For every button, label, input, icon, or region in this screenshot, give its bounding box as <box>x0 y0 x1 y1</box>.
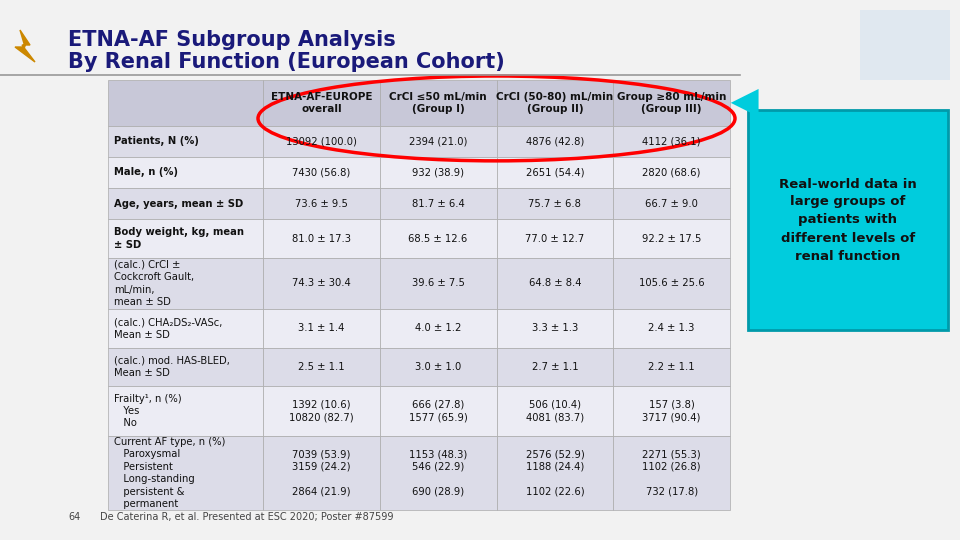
Text: 2651 (54.4): 2651 (54.4) <box>526 167 584 178</box>
Bar <box>380 436 496 510</box>
Text: 7430 (56.8): 7430 (56.8) <box>292 167 350 178</box>
Bar <box>860 10 950 80</box>
Bar <box>108 188 263 219</box>
Text: 39.6 ± 7.5: 39.6 ± 7.5 <box>412 279 465 288</box>
Text: 4876 (42.8): 4876 (42.8) <box>526 136 584 146</box>
Bar <box>613 258 730 309</box>
Text: ETNA-AF Subgroup Analysis: ETNA-AF Subgroup Analysis <box>68 30 396 50</box>
Bar <box>263 258 380 309</box>
Text: 13092 (100.0): 13092 (100.0) <box>286 136 357 146</box>
Text: Patients, N (%): Patients, N (%) <box>114 136 199 146</box>
Text: 81.0 ± 17.3: 81.0 ± 17.3 <box>292 234 350 244</box>
Bar <box>108 219 263 258</box>
Text: 4112 (36.1): 4112 (36.1) <box>642 136 701 146</box>
Text: 92.2 ± 17.5: 92.2 ± 17.5 <box>642 234 702 244</box>
Bar <box>613 126 730 157</box>
Bar <box>496 387 613 436</box>
Bar <box>263 188 380 219</box>
Bar <box>613 157 730 188</box>
Text: 105.6 ± 25.6: 105.6 ± 25.6 <box>638 279 705 288</box>
Text: 157 (3.8)
3717 (90.4): 157 (3.8) 3717 (90.4) <box>642 400 701 422</box>
Bar <box>496 436 613 510</box>
Bar <box>380 348 496 387</box>
Bar <box>613 188 730 219</box>
Bar <box>496 219 613 258</box>
Text: 2.4 ± 1.3: 2.4 ± 1.3 <box>648 323 695 333</box>
Bar <box>613 387 730 436</box>
Bar <box>108 258 263 309</box>
Bar <box>496 348 613 387</box>
Text: 66.7 ± 9.0: 66.7 ± 9.0 <box>645 199 698 208</box>
Bar <box>380 309 496 348</box>
Bar <box>108 157 263 188</box>
Bar <box>613 436 730 510</box>
Bar <box>496 126 613 157</box>
Text: 77.0 ± 12.7: 77.0 ± 12.7 <box>525 234 585 244</box>
Text: CrCl (50-80) mL/min
(Group II): CrCl (50-80) mL/min (Group II) <box>496 92 613 114</box>
Bar <box>380 188 496 219</box>
Text: Real-world data in
large groups of
patients with
different levels of
renal funct: Real-world data in large groups of patie… <box>780 178 917 262</box>
Text: 3.3 ± 1.3: 3.3 ± 1.3 <box>532 323 578 333</box>
Text: 2271 (55.3)
1102 (26.8)

732 (17.8): 2271 (55.3) 1102 (26.8) 732 (17.8) <box>642 449 701 496</box>
Text: 2.7 ± 1.1: 2.7 ± 1.1 <box>532 362 578 372</box>
Text: 2820 (68.6): 2820 (68.6) <box>642 167 701 178</box>
Bar <box>496 80 613 126</box>
Bar <box>263 387 380 436</box>
Bar <box>108 126 263 157</box>
Bar <box>613 309 730 348</box>
Text: Group ≥80 mL/min
(Group III): Group ≥80 mL/min (Group III) <box>617 92 727 114</box>
Text: Body weight, kg, mean
± SD: Body weight, kg, mean ± SD <box>114 227 244 250</box>
Bar <box>263 309 380 348</box>
Bar <box>108 387 263 436</box>
Bar <box>748 110 948 330</box>
Polygon shape <box>15 30 35 62</box>
Text: 68.5 ± 12.6: 68.5 ± 12.6 <box>409 234 468 244</box>
Text: (calc.) mod. HAS-BLED,
Mean ± SD: (calc.) mod. HAS-BLED, Mean ± SD <box>114 356 229 378</box>
Bar <box>613 219 730 258</box>
Text: 2.2 ± 1.1: 2.2 ± 1.1 <box>648 362 695 372</box>
Bar <box>613 348 730 387</box>
Text: 3.0 ± 1.0: 3.0 ± 1.0 <box>415 362 461 372</box>
Bar <box>496 309 613 348</box>
Bar <box>380 126 496 157</box>
Text: 75.7 ± 6.8: 75.7 ± 6.8 <box>528 199 582 208</box>
Text: 4.0 ± 1.2: 4.0 ± 1.2 <box>415 323 462 333</box>
Text: 74.3 ± 30.4: 74.3 ± 30.4 <box>292 279 350 288</box>
Text: (calc.) CrCl ±
Cockcroft Gault,
mL/min,
mean ± SD: (calc.) CrCl ± Cockcroft Gault, mL/min, … <box>114 260 194 307</box>
Text: 666 (27.8)
1577 (65.9): 666 (27.8) 1577 (65.9) <box>409 400 468 422</box>
Text: 2.5 ± 1.1: 2.5 ± 1.1 <box>298 362 345 372</box>
Bar <box>496 157 613 188</box>
Text: 64: 64 <box>68 512 81 522</box>
Text: 64.8 ± 8.4: 64.8 ± 8.4 <box>529 279 581 288</box>
Text: 73.6 ± 9.5: 73.6 ± 9.5 <box>295 199 348 208</box>
Bar <box>108 436 263 510</box>
Bar <box>108 309 263 348</box>
Text: 81.7 ± 6.4: 81.7 ± 6.4 <box>412 199 465 208</box>
Text: De Caterina R, et al. Presented at ESC 2020; Poster #87599: De Caterina R, et al. Presented at ESC 2… <box>100 512 394 522</box>
Text: CrCl ≤50 mL/min
(Group I): CrCl ≤50 mL/min (Group I) <box>390 92 487 114</box>
Bar <box>108 348 263 387</box>
Text: 3.1 ± 1.4: 3.1 ± 1.4 <box>299 323 345 333</box>
Text: Age, years, mean ± SD: Age, years, mean ± SD <box>114 199 243 208</box>
Text: Current AF type, n (%)
   Paroxysmal
   Persistent
   Long-standing
   persisten: Current AF type, n (%) Paroxysmal Persis… <box>114 437 226 509</box>
Bar <box>380 258 496 309</box>
Text: 2394 (21.0): 2394 (21.0) <box>409 136 468 146</box>
Bar <box>380 157 496 188</box>
Text: Frailty¹, n (%)
   Yes
   No: Frailty¹, n (%) Yes No <box>114 394 181 429</box>
Bar <box>380 387 496 436</box>
Text: 2576 (52.9)
1188 (24.4)

1102 (22.6): 2576 (52.9) 1188 (24.4) 1102 (22.6) <box>525 449 585 496</box>
Bar <box>263 348 380 387</box>
Text: 7039 (53.9)
3159 (24.2)

2864 (21.9): 7039 (53.9) 3159 (24.2) 2864 (21.9) <box>292 449 350 496</box>
Bar <box>108 80 263 126</box>
Bar <box>263 126 380 157</box>
Bar <box>263 219 380 258</box>
Text: (calc.) CHA₂DS₂-VASc,
Mean ± SD: (calc.) CHA₂DS₂-VASc, Mean ± SD <box>114 317 223 340</box>
Bar <box>380 80 496 126</box>
Bar <box>263 436 380 510</box>
Text: By Renal Function (European Cohort): By Renal Function (European Cohort) <box>68 52 505 72</box>
Text: 1392 (10.6)
10820 (82.7): 1392 (10.6) 10820 (82.7) <box>289 400 353 422</box>
Text: Male, n (%): Male, n (%) <box>114 167 178 178</box>
Text: 506 (10.4)
4081 (83.7): 506 (10.4) 4081 (83.7) <box>526 400 584 422</box>
Text: ETNA-AF-EUROPE
overall: ETNA-AF-EUROPE overall <box>271 92 372 114</box>
Bar <box>496 258 613 309</box>
